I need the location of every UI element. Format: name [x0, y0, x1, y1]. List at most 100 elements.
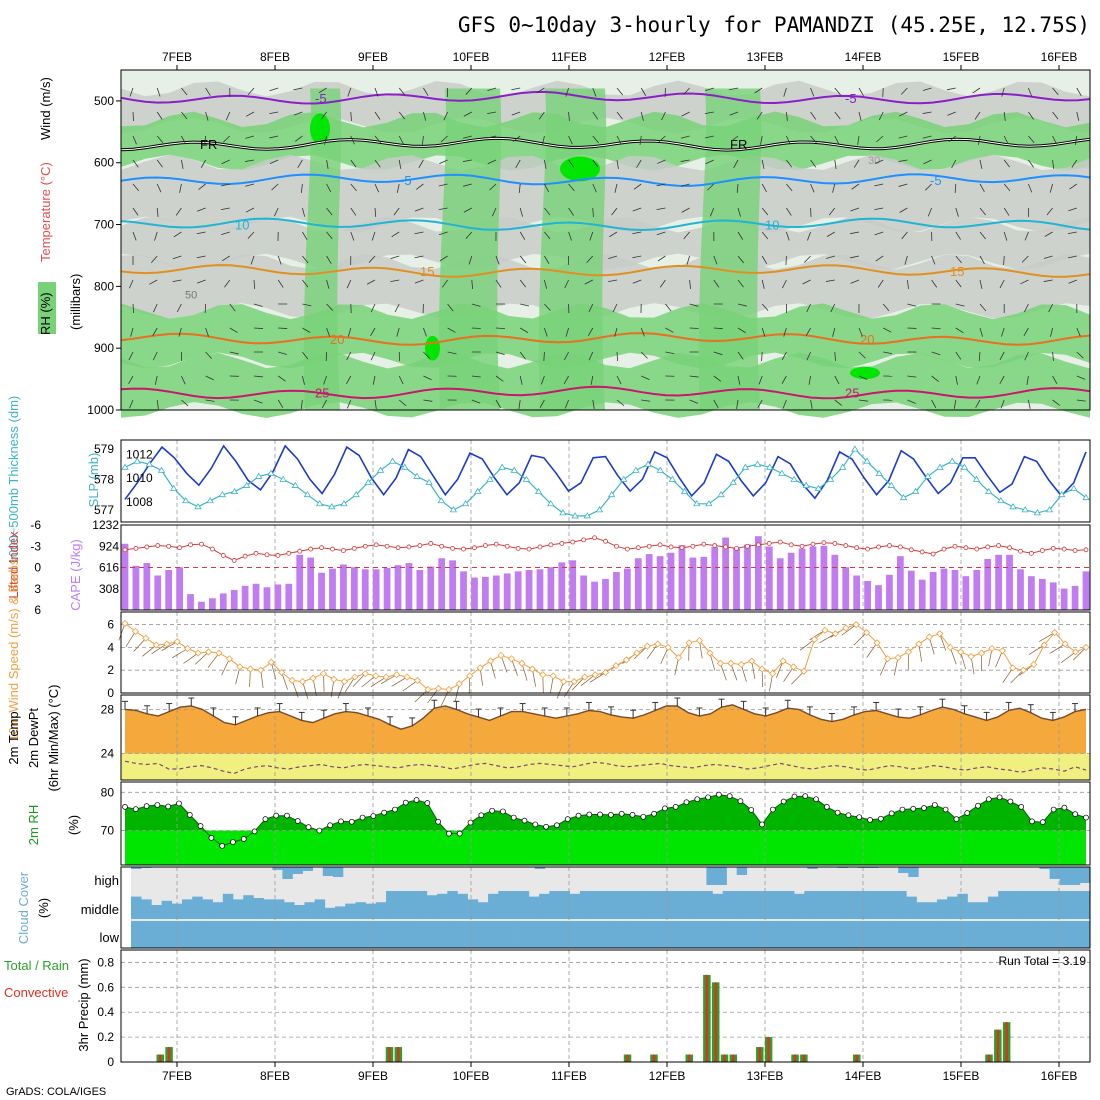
wind-barb: [931, 351, 941, 356]
bottom-day-label: 11FEB: [551, 1069, 587, 1083]
wind-barb: [153, 303, 158, 313]
wind-barb: [344, 676, 356, 693]
wind-barb: [1003, 183, 1011, 192]
wind-barb: [1052, 159, 1055, 169]
wind-barb: [588, 303, 594, 313]
lifted-index-point: [603, 538, 608, 544]
lifted-index-point: [1061, 546, 1067, 552]
wind-barb: [783, 87, 787, 97]
wind-barb: [955, 231, 961, 240]
lifted-index-point: [854, 545, 860, 551]
rh2m-point: [1083, 814, 1089, 821]
y-tick-label: 0.8: [97, 955, 114, 969]
lifted-index-point: [963, 545, 969, 551]
thickness-point: [790, 475, 798, 482]
lifted-index-point: [209, 546, 215, 552]
rh2m-point: [165, 803, 172, 810]
cloud-cell: [585, 921, 596, 948]
cape-bar: [744, 544, 751, 610]
rh2m-point: [294, 818, 301, 824]
rh2m-point: [824, 804, 830, 810]
cloud-cell: [1008, 891, 1019, 919]
wind-barb: [374, 135, 382, 144]
wind-barb: [156, 87, 161, 97]
wind-barb: [1026, 375, 1029, 385]
wind-speed-point: [758, 665, 766, 673]
lifted-index-point: [548, 542, 554, 548]
wind-barb: [151, 643, 167, 654]
wind-barb: [423, 399, 433, 402]
wind-barb: [786, 159, 793, 168]
isotherm-label: 15: [420, 264, 434, 279]
wind-barb: [866, 642, 878, 658]
wind-barb: [810, 135, 817, 144]
wind-barb: [519, 375, 523, 385]
cloud-cell: [386, 891, 397, 919]
wind-barb: [326, 327, 330, 337]
lifted-cape-panel: -6 -3 0 3 6 308 616 924 1232 Lifted Index CAPE (J/…: [6, 518, 1091, 617]
panel-frame: [120, 694, 1091, 781]
wind-barb: [253, 327, 264, 329]
cloud-cell: [383, 921, 394, 948]
cloud-cell: [498, 891, 509, 919]
wind-barb: [181, 87, 188, 96]
thickness-point: [778, 469, 786, 476]
cloud-cell: [403, 921, 414, 948]
cloud-cell: [302, 921, 314, 948]
wind-barb: [564, 681, 575, 697]
wind-barb: [520, 303, 530, 307]
thickness-point: [911, 487, 920, 495]
wind-barb: [737, 351, 744, 360]
cape-bar: [995, 554, 1003, 610]
wind-barb: [250, 255, 255, 265]
cloud-cell: [322, 921, 334, 948]
y-tick-label: 80: [101, 785, 115, 799]
wind-barb: [350, 111, 352, 122]
cape-bar: [951, 569, 959, 610]
wind-barb: [632, 207, 642, 212]
cloud-cell: [600, 891, 611, 919]
isotherm-line: [120, 90, 1091, 105]
wind-barb: [592, 183, 597, 193]
cloud-cell: [579, 891, 591, 919]
wind-barb: [245, 135, 255, 139]
rh2m-point: [953, 816, 960, 822]
thickness-point: [607, 490, 616, 498]
cloud-cell: [958, 921, 970, 948]
rh2m-point: [154, 802, 161, 808]
y-tick-label: 579: [94, 442, 114, 456]
cloud-cell: [508, 891, 519, 919]
wind-barb: [440, 135, 448, 143]
wind-barb: [253, 399, 263, 404]
wind-barb: [462, 159, 472, 162]
thickness-point: [668, 475, 677, 482]
cape-bar: [623, 568, 631, 610]
y-tick-label: 1232: [92, 518, 119, 532]
wind-barb: [1048, 303, 1053, 313]
wind-speed-point: [998, 647, 1006, 655]
thickness-point: [401, 463, 409, 470]
cloud-cell: [534, 921, 546, 948]
wind-barb: [487, 111, 497, 114]
wind-speed-point: [863, 628, 871, 637]
wind-barb: [612, 303, 618, 313]
wind-speed-point: [257, 666, 265, 674]
wind-barb: [326, 279, 330, 289]
cape-bar: [558, 562, 566, 610]
wind-barb: [898, 135, 908, 139]
wind-barb: [899, 111, 908, 117]
cloud-cell: [888, 921, 899, 948]
wind-barb: [949, 647, 957, 665]
wind-barb: [898, 159, 908, 162]
wind-barb: [834, 87, 841, 96]
rh2m-point: [856, 814, 863, 821]
lifted-index-point: [755, 542, 761, 548]
rh2m-point: [575, 812, 582, 819]
lifted-index-point: [624, 546, 630, 552]
lifted-index-point: [526, 546, 532, 552]
wind-barb: [955, 279, 962, 288]
cape-bar: [449, 560, 456, 610]
thickness-point: [717, 490, 725, 498]
wind-barb: [132, 183, 140, 192]
wind-barb: [786, 135, 791, 145]
